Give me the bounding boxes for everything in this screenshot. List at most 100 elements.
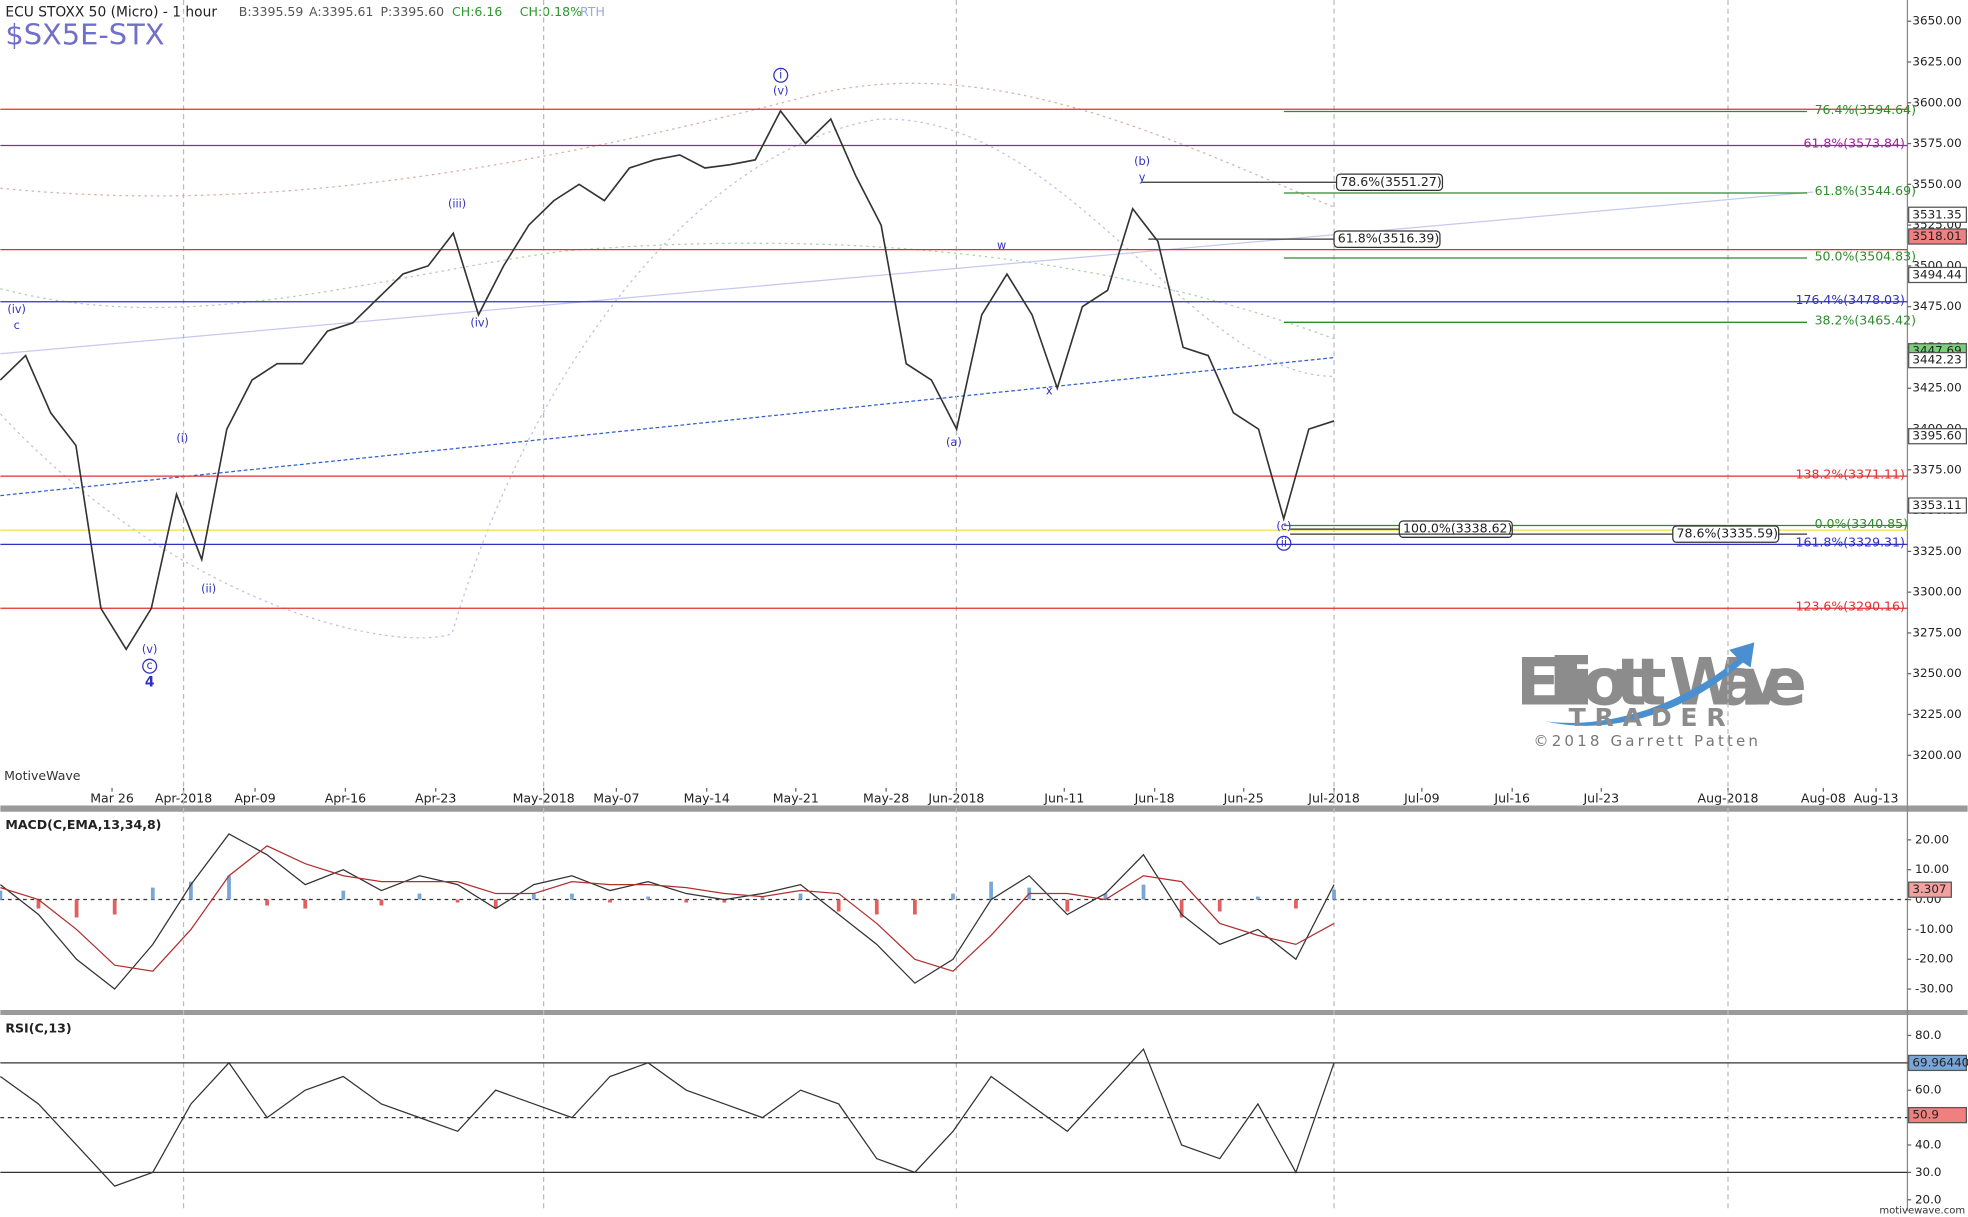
y-tick-label: 3325.00 [1912, 544, 1961, 558]
wave-label: (ii) [201, 583, 216, 596]
wave-label: y [1139, 171, 1146, 184]
wave-label: (v) [142, 643, 157, 656]
y-tick-label: 80.0 [1915, 1028, 1942, 1042]
histogram-bar [265, 899, 269, 906]
last-price: P:3395.60 [381, 4, 445, 19]
fib-label: 76.4%(3594.64) [1815, 102, 1916, 117]
y-tick-label: -20.00 [1915, 952, 1953, 966]
fib-label: 50.0%(3504.83) [1815, 248, 1916, 263]
change-pct: CH:0.18% [520, 4, 582, 19]
histogram-bar [189, 881, 193, 900]
x-tick-label: Jul-16 [1493, 791, 1530, 806]
histogram-bar [0, 890, 3, 900]
histogram-bar [455, 899, 460, 903]
x-tick-label: Apr-16 [325, 791, 366, 806]
histogram-bar [646, 896, 651, 900]
y-tick-label: 3300.00 [1912, 585, 1961, 599]
histogram-bar [36, 899, 41, 909]
y-tick-label: 60.0 [1915, 1083, 1942, 1097]
band-line [0, 242, 1335, 340]
ask: A:3395.61 [309, 4, 373, 19]
y-tick-label: 3250.00 [1912, 666, 1961, 680]
x-tick-label: Jul-2018 [1307, 791, 1360, 806]
fib-label: 161.8%(3329.31) [1796, 535, 1905, 550]
histogram-bar [760, 896, 765, 900]
histogram-bar [874, 899, 879, 915]
price-marker [1908, 266, 1968, 284]
ticker: $SX5E-STX [5, 17, 164, 51]
y-tick-label: 3425.00 [1912, 381, 1961, 395]
wave-label: i [779, 68, 782, 81]
watermark: Elliott [1516, 644, 1667, 720]
value-marker [1908, 1106, 1968, 1124]
x-tick-label: Aug-2018 [1698, 791, 1759, 806]
histogram-bar [112, 899, 117, 915]
x-tick-label: May-2018 [513, 791, 575, 806]
histogram-bar [1141, 884, 1146, 900]
fib-box [1333, 230, 1441, 248]
x-tick-label: Apr-2018 [155, 791, 212, 806]
histogram-bar [417, 893, 422, 900]
wave-label: ii [1281, 536, 1287, 549]
histogram-bar [798, 893, 803, 900]
y-tick-label: 3275.00 [1912, 625, 1961, 639]
histogram-bar [836, 899, 841, 912]
watermark: TRADER [1569, 703, 1735, 732]
fib-box [1672, 525, 1780, 543]
fib-label: 176.4%(3478.03) [1796, 292, 1905, 307]
histogram-bar [684, 899, 689, 903]
session: RTH [580, 4, 605, 19]
wave-label: (b) [1134, 155, 1150, 168]
wave-label: (iv) [470, 317, 489, 330]
wave-circle [1276, 535, 1292, 551]
histogram-bar [608, 899, 612, 903]
price-marker-label: 3442.23 [1912, 353, 1961, 367]
x-tick-label: May-07 [593, 791, 639, 806]
panel-title: MACD(C,EMA,13,34,8) [5, 817, 161, 832]
histogram-bar [1103, 893, 1108, 900]
histogram-bar [227, 875, 231, 900]
y-tick-label: 10.00 [1915, 862, 1949, 876]
price-marker [1908, 428, 1968, 445]
wave-label: c [14, 319, 20, 332]
wave-circle [142, 658, 158, 674]
histogram-bar [1294, 899, 1298, 909]
x-tick-label: Jul-23 [1582, 791, 1619, 806]
y-tick-label: 3550.00 [1912, 177, 1961, 191]
histogram-bar [303, 899, 308, 909]
change: CH:6.16 [452, 4, 502, 19]
fib-label: 78.6%(3335.59) [1677, 526, 1778, 541]
symbol: ECU STOXX 50 (Micro) - 1 hour [5, 5, 217, 21]
x-tick-label: Jun-18 [1134, 791, 1175, 806]
histogram-bar [722, 899, 727, 903]
fib-label: 61.8%(3573.84) [1803, 136, 1904, 151]
fib-label: 78.6%(3551.27) [1340, 174, 1441, 189]
price-marker-label: 3395.60 [1912, 429, 1961, 443]
histogram-bar [1065, 899, 1070, 912]
trend-line [0, 191, 1814, 355]
fib-box [1398, 520, 1513, 538]
value-marker [1908, 1054, 1968, 1072]
histogram-bar [989, 881, 993, 900]
panel-title: RSI(C,13) [5, 1020, 71, 1035]
bid: B:3395.59 [239, 4, 304, 19]
fib-label: 123.6%(3290.16) [1796, 598, 1905, 613]
histogram-bar [531, 893, 536, 900]
rsi-line [0, 1047, 1335, 1187]
fib-label: 100.0%(3338.62) [1403, 521, 1512, 536]
y-tick-label: 3200.00 [1912, 748, 1961, 762]
histogram-bar [74, 899, 79, 918]
histogram-bar [1179, 899, 1184, 918]
site: motivewave.com [1879, 1206, 1965, 1217]
y-tick-label: 3375.00 [1912, 462, 1961, 476]
x-tick-label: Apr-23 [415, 791, 456, 806]
copyright: ©2018 Garrett Patten [1534, 732, 1762, 750]
fib-label: 61.8%(3544.69) [1815, 183, 1916, 198]
panel-separator [0, 805, 1968, 812]
x-tick-label: Aug-08 [1801, 791, 1846, 806]
x-tick-label: Jun-2018 [927, 791, 984, 806]
watermark-arrow [1546, 642, 1755, 726]
y-tick-label: 20.00 [1915, 832, 1949, 846]
